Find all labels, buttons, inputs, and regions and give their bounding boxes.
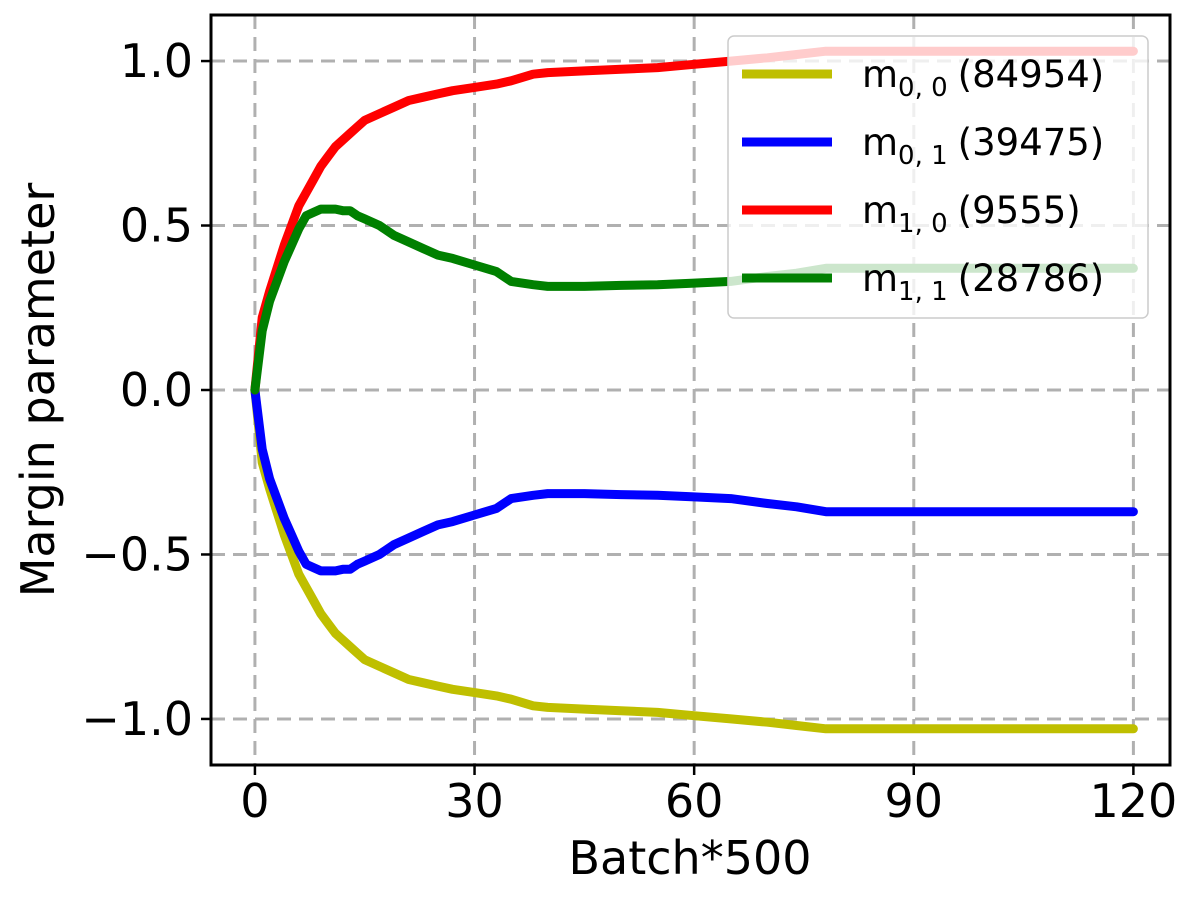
x-tick-label: 60	[665, 774, 724, 828]
x-tick-label: 90	[885, 774, 944, 828]
series-line-m0-1	[250, 385, 1138, 576]
legend-label: m1, 0 (9555)	[862, 189, 1081, 239]
x-tick-label: 0	[240, 774, 269, 828]
tick-layer: 0 30 60 90 120 1.0 0.5 0.0 −0.5 −1.0	[81, 34, 1177, 828]
legend-label-subscript: 1, 0	[898, 209, 948, 239]
y-tick-label: 1.0	[120, 34, 193, 88]
y-tick-label: 0.5	[120, 199, 193, 253]
legend-label: m0, 0 (84954)	[862, 53, 1104, 103]
x-axis-label: Batch*500	[568, 831, 811, 885]
legend-label: m0, 1 (39475)	[862, 121, 1104, 171]
x-tick-label: 30	[445, 774, 504, 828]
legend-label-subscript: 0, 0	[898, 73, 948, 103]
legend-label-subscript: 1, 1	[898, 277, 948, 307]
y-tick-label: −0.5	[81, 527, 193, 581]
legend-label-base: m	[862, 257, 898, 300]
y-tick-label: −1.0	[81, 692, 193, 746]
legend-label-count: (84954)	[958, 53, 1105, 96]
y-tick-label: 0.0	[120, 363, 193, 417]
legend-label-base: m	[862, 53, 898, 96]
x-tick-label: 120	[1089, 774, 1177, 828]
legend-label-count: (9555)	[958, 189, 1081, 232]
legend-box	[727, 35, 1149, 319]
legend-label-count: (28786)	[958, 257, 1105, 300]
legend: m0, 0 (84954)m0, 1 (39475)m1, 0 (9555)m1, 1…	[727, 35, 1149, 319]
legend-label: m1, 1 (28786)	[862, 257, 1104, 307]
y-axis-label: Margin parameter	[11, 183, 65, 598]
series-line-m0-0	[250, 385, 1138, 734]
legend-label-base: m	[862, 121, 898, 164]
legend-label-base: m	[862, 189, 898, 232]
legend-label-count: (39475)	[958, 121, 1105, 164]
legend-items: m0, 0 (84954)m0, 1 (39475)m1, 0 (9555)m1, 1…	[742, 53, 1104, 307]
legend-label-subscript: 0, 1	[898, 141, 948, 171]
